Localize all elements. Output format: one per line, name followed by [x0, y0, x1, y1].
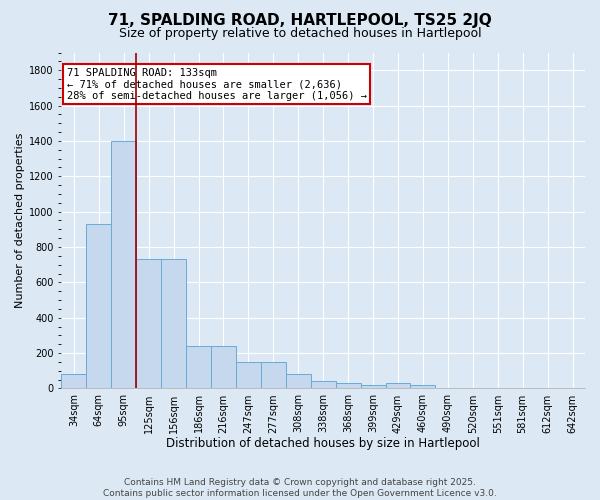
Bar: [86, 224, 111, 388]
Bar: [311, 382, 335, 388]
Bar: [261, 362, 286, 388]
Bar: [410, 385, 436, 388]
Bar: [186, 346, 211, 389]
Bar: [61, 374, 86, 388]
Bar: [361, 385, 386, 388]
Bar: [335, 383, 361, 388]
Bar: [136, 260, 161, 388]
Bar: [236, 362, 261, 388]
Bar: [286, 374, 311, 388]
Y-axis label: Number of detached properties: Number of detached properties: [15, 133, 25, 308]
Text: 71 SPALDING ROAD: 133sqm
← 71% of detached houses are smaller (2,636)
28% of sem: 71 SPALDING ROAD: 133sqm ← 71% of detach…: [67, 68, 367, 101]
Bar: [211, 346, 236, 389]
Text: Size of property relative to detached houses in Hartlepool: Size of property relative to detached ho…: [119, 28, 481, 40]
X-axis label: Distribution of detached houses by size in Hartlepool: Distribution of detached houses by size …: [166, 437, 480, 450]
Text: Contains HM Land Registry data © Crown copyright and database right 2025.
Contai: Contains HM Land Registry data © Crown c…: [103, 478, 497, 498]
Bar: [386, 383, 410, 388]
Bar: [161, 260, 186, 388]
Bar: [111, 141, 136, 388]
Text: 71, SPALDING ROAD, HARTLEPOOL, TS25 2JQ: 71, SPALDING ROAD, HARTLEPOOL, TS25 2JQ: [108, 12, 492, 28]
